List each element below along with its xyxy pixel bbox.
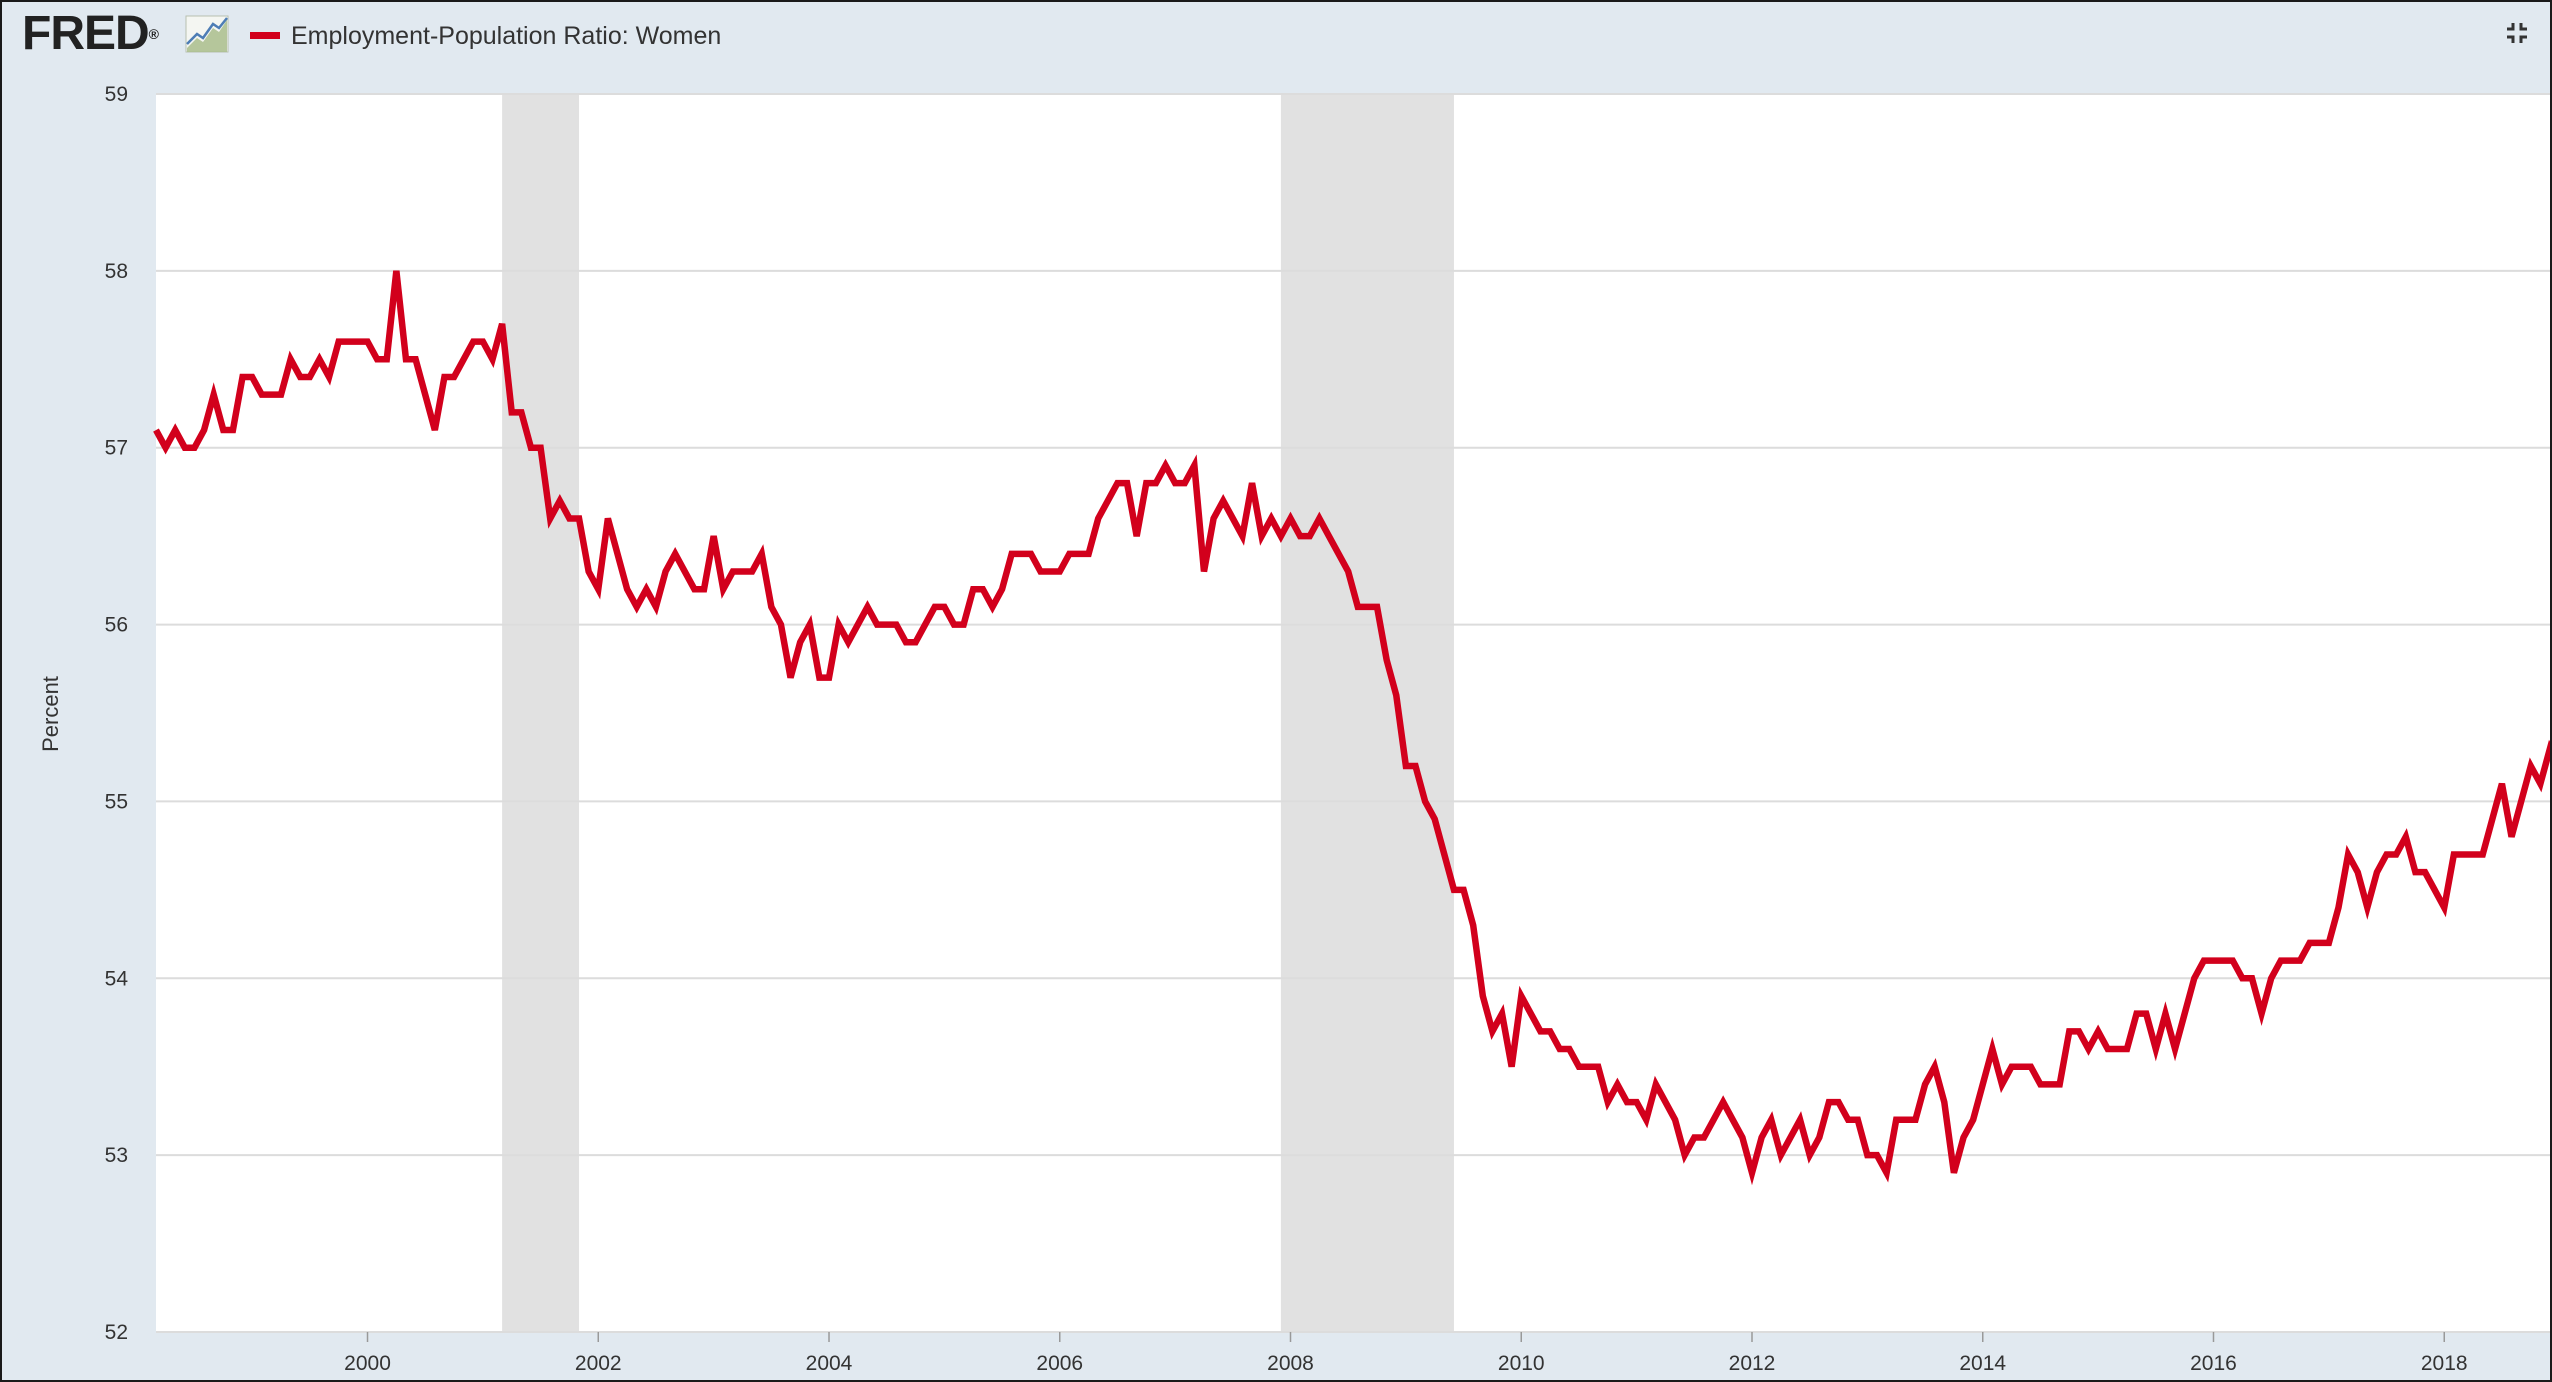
y-tick-label: 52 [105, 1321, 128, 1344]
recession-band-2 [1280, 94, 1454, 1332]
series-line-1[interactable] [153, 270, 2550, 1186]
x-tick-label: 2000 [344, 1352, 391, 1375]
x-tick-label: 2016 [2190, 1352, 2237, 1375]
x-tick-label: 2006 [1036, 1352, 1083, 1375]
y-axis-title: Percent [38, 676, 63, 752]
fred-logo-text: FRED [22, 7, 150, 60]
y-tick-label: 55 [105, 790, 128, 813]
legend-label: Employment-Population Ratio: Women [291, 22, 722, 50]
y-tick-label: 59 [105, 83, 128, 106]
recession-shading-layer [502, 94, 1454, 1332]
series-layer [153, 270, 2550, 1186]
recession-band-1 [502, 94, 580, 1332]
gridlines [156, 93, 2550, 1333]
x-tick-label: 2010 [1498, 1352, 1545, 1375]
registered-mark: ® [148, 26, 159, 42]
x-tick-label: 2004 [806, 1352, 853, 1375]
x-tick-label: 2012 [1729, 1352, 1776, 1375]
x-tick-label: 2008 [1267, 1352, 1314, 1375]
y-axis-ticks: 52 53 54 55 56 57 58 59 [105, 83, 129, 1344]
graph-header: FRED® Employment-Population Ratio: Women [2, 2, 2550, 92]
x-tick-label: 2002 [575, 1352, 622, 1375]
x-tick-label: 2018 [2421, 1352, 2468, 1375]
x-tick-label: 2014 [1959, 1352, 2006, 1375]
legend-swatch [250, 32, 280, 39]
fred-logo[interactable]: FRED® [22, 7, 159, 60]
y-tick-label: 54 [105, 967, 129, 990]
x-axis-ticks: 2000 2002 2004 2006 2008 2010 2012 2014 2016 2018 [344, 1332, 2468, 1375]
y-tick-label: 57 [105, 437, 128, 460]
line-chart-icon [185, 15, 229, 53]
y-tick-label: 58 [105, 260, 128, 283]
y-tick-label: 56 [105, 614, 128, 637]
collapse-arrows-icon[interactable] [2502, 18, 2532, 48]
y-tick-label: 53 [105, 1144, 128, 1167]
